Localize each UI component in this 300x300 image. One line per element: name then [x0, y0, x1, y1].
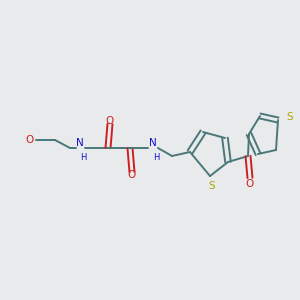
- Text: O: O: [106, 116, 114, 126]
- Text: H: H: [153, 152, 159, 161]
- Text: O: O: [26, 135, 34, 145]
- Text: N: N: [149, 138, 157, 148]
- Text: O: O: [246, 179, 254, 189]
- Text: S: S: [287, 112, 293, 122]
- Text: N: N: [76, 138, 84, 148]
- Text: S: S: [209, 181, 215, 191]
- Text: O: O: [128, 170, 136, 180]
- Text: H: H: [80, 152, 86, 161]
